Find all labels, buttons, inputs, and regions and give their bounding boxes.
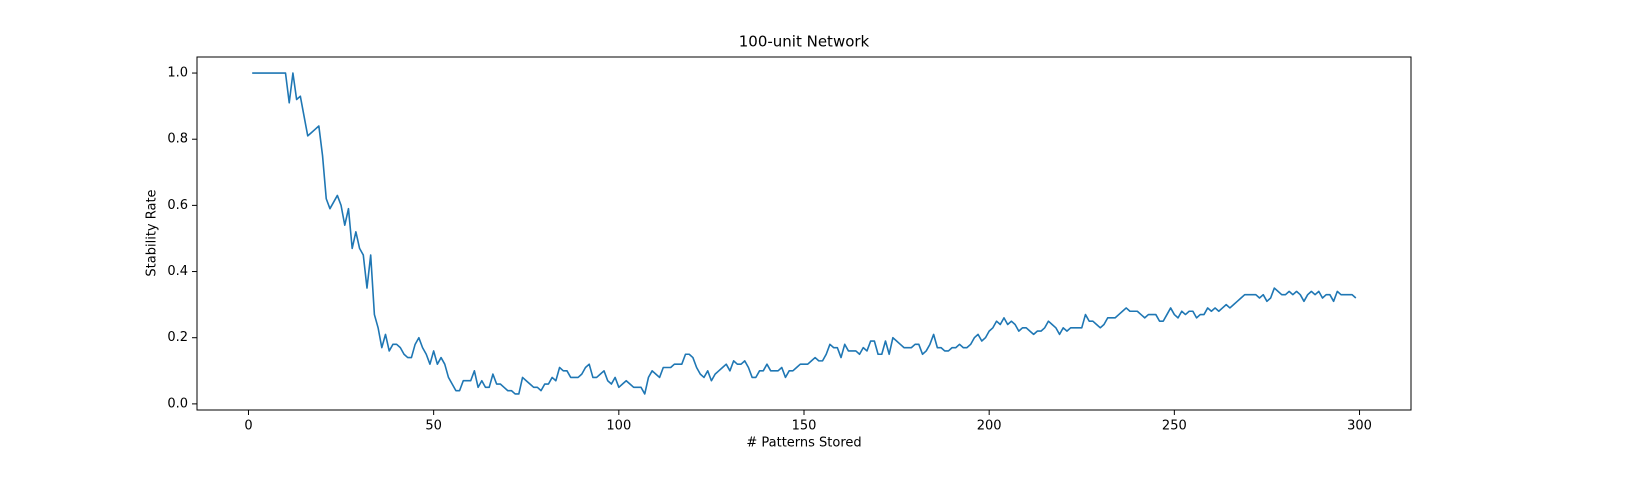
x-tick-label: 300 — [1347, 419, 1372, 434]
x-tick-label: 200 — [977, 419, 1002, 434]
x-tick-label: 150 — [792, 419, 817, 434]
y-tick-label: 0.0 — [167, 396, 188, 411]
y-tick-label: 0.2 — [167, 330, 188, 345]
data-line — [252, 72, 1357, 395]
chart-title: 100-unit Network — [739, 33, 870, 51]
x-tick-label: 50 — [425, 419, 442, 434]
x-axis-label: # Patterns Stored — [746, 436, 861, 451]
x-tick-label: 250 — [1162, 419, 1187, 434]
y-tick-label: 1.0 — [167, 66, 188, 81]
y-tick-label: 0.6 — [167, 198, 188, 213]
y-axis-label: Stability Rate — [145, 189, 160, 276]
plot-frame — [196, 56, 1412, 411]
x-tick-label: 0 — [244, 419, 252, 434]
y-tick-label: 0.8 — [167, 132, 188, 147]
y-tick-label: 0.4 — [167, 264, 188, 279]
x-tick-label: 100 — [606, 419, 631, 434]
